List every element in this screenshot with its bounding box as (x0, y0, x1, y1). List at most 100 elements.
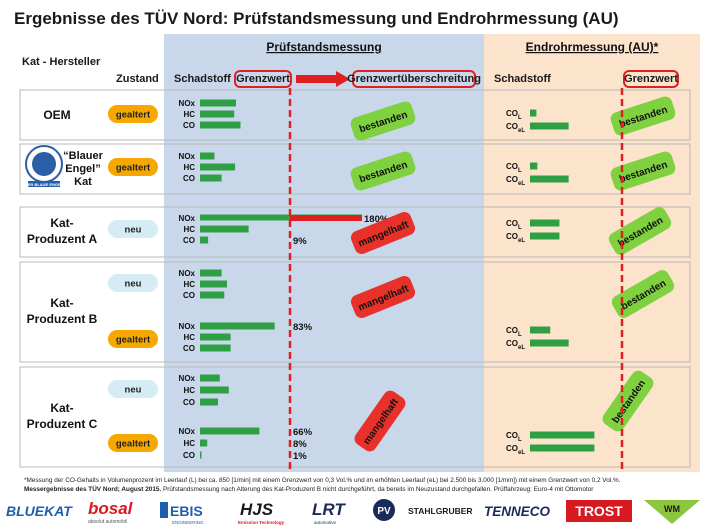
au-label-co-el: COeL (506, 122, 525, 134)
au-label-sub: eL (518, 345, 525, 351)
au-label-main: CO (506, 339, 518, 348)
au-label-main: CO (506, 219, 518, 228)
bar-nox (200, 374, 220, 382)
state-label: neu (125, 225, 142, 236)
au-label-sub: L (518, 168, 522, 174)
value-label-nox: 180% (364, 214, 389, 225)
logo-lrt: LRT automotive (312, 500, 346, 525)
logo-strip: BLUEKAT bosal absolut automobil EBIS ENG… (6, 499, 700, 525)
pollutant-label-hc: HC (183, 280, 195, 289)
row-frame-kat-b (19, 261, 691, 363)
bar-co (200, 121, 241, 129)
kat-hersteller-header: Kat - Hersteller (22, 56, 101, 68)
au-label-main: CO (506, 431, 518, 440)
au-stamp-box (610, 151, 676, 191)
logo-bluekat: BLUEKAT (6, 503, 73, 519)
au-label-co-l: COL (506, 431, 522, 443)
au-label-sub: eL (518, 181, 525, 187)
au-label-sub: L (518, 437, 522, 443)
bar-nox (200, 269, 222, 277)
stamp-box (354, 390, 406, 452)
logo-wm-text: WM (664, 504, 680, 514)
au-bar-co-el (530, 175, 569, 183)
logo-pv-text: PV (377, 506, 391, 517)
pollutant-label-nox: NOx (179, 374, 196, 383)
exceedance-arrow (296, 71, 350, 87)
au-label-sub: eL (518, 238, 525, 244)
bar-co (200, 291, 225, 299)
ueberschreitung-header-box (352, 70, 476, 88)
au-label-co-l: COL (506, 326, 522, 338)
au-stamp-box (611, 270, 675, 318)
pollutant-label-nox: NOx (179, 214, 196, 223)
au-stamp-box (608, 207, 672, 255)
logo-wm: WM (644, 500, 700, 524)
bar-hc (200, 225, 249, 233)
logo-bosal-text: bosal (88, 499, 134, 518)
state-pill (108, 274, 158, 292)
state-label: gealtert (116, 110, 151, 121)
row-frame-oem (19, 89, 691, 141)
manufacturer-kat-c-2: Produzent C (27, 417, 98, 431)
au-label-main: CO (506, 122, 518, 131)
logo-ebis-sub: ENGINEERING (172, 520, 204, 525)
bar-exceed-nox (290, 215, 362, 221)
au-label-co-el: COeL (506, 339, 525, 351)
blauer-engel-logo: DER BLAUE ENGEL (25, 145, 64, 187)
au-bar-co-l (530, 109, 537, 117)
pollutant-label-hc: HC (183, 163, 195, 172)
grenzwert-header-box (234, 70, 292, 88)
au-stamp-box (610, 96, 676, 136)
au-label-sub: L (518, 332, 522, 338)
footnote-bold: Messergebnisse des TÜV Nord; August 2015… (24, 484, 161, 493)
endrohr-header: Endrohrmessung (AU)* (526, 40, 659, 54)
grenzwert-header: Grenzwert (236, 73, 290, 85)
pollutant-label-co: CO (183, 451, 195, 460)
au-bar-co-l (530, 326, 551, 334)
logo-stahlgruber: STAHLGRUBER (408, 506, 473, 516)
au-label-co-el: COeL (506, 175, 525, 187)
pollutant-label-co: CO (183, 344, 195, 353)
manufacturer-kat-b-1: Kat- (50, 296, 73, 310)
au-label-co-el: COeL (506, 444, 525, 456)
row-frame-blauer-engel (19, 143, 691, 195)
state-label: gealtert (116, 335, 151, 346)
value-label-hc: 8% (293, 439, 307, 450)
bar-co (200, 451, 202, 459)
manufacturer-kat-b-2: Produzent B (27, 312, 98, 326)
bar-co (200, 236, 209, 244)
state-label: neu (125, 279, 142, 290)
au-label-sub: L (518, 225, 522, 231)
logo-bosal: bosal absolut automobil (88, 499, 134, 525)
pollutant-label-co: CO (183, 121, 195, 130)
state-pill (108, 105, 158, 123)
logo-trost: TROST (566, 500, 632, 522)
bar-hc (200, 110, 235, 118)
au-bar-co-l (530, 162, 538, 170)
pollutant-label-co: CO (183, 398, 195, 407)
au-label-main: CO (506, 444, 518, 453)
stamp-box (350, 211, 416, 255)
bar-nox (200, 99, 236, 107)
state-pill (108, 220, 158, 238)
stamp-box (350, 275, 416, 319)
au-label-sub: L (518, 115, 522, 121)
au-bar-co-el (530, 122, 569, 130)
pollutant-label-nox: NOx (179, 269, 196, 278)
au-stamp-box (602, 370, 654, 432)
pollutant-label-hc: HC (183, 386, 195, 395)
logo-hjs-text: HJS (240, 500, 274, 519)
bar-hc (200, 333, 231, 341)
manufacturer-blauer-engel-1: “Blauer (63, 150, 103, 162)
pollutant-label-co: CO (183, 236, 195, 245)
au-bar-co-el (530, 339, 569, 347)
bar-hc (200, 280, 227, 288)
pollutant-label-nox: NOx (179, 427, 196, 436)
grenzwert-au-header-box (623, 70, 679, 88)
logo-ebis-text: EBIS (170, 503, 203, 519)
state-label: gealtert (116, 163, 151, 174)
au-label-main: CO (506, 175, 518, 184)
pollutant-label-hc: HC (183, 110, 195, 119)
logo-tenneco-text: TENNECO (484, 504, 551, 519)
